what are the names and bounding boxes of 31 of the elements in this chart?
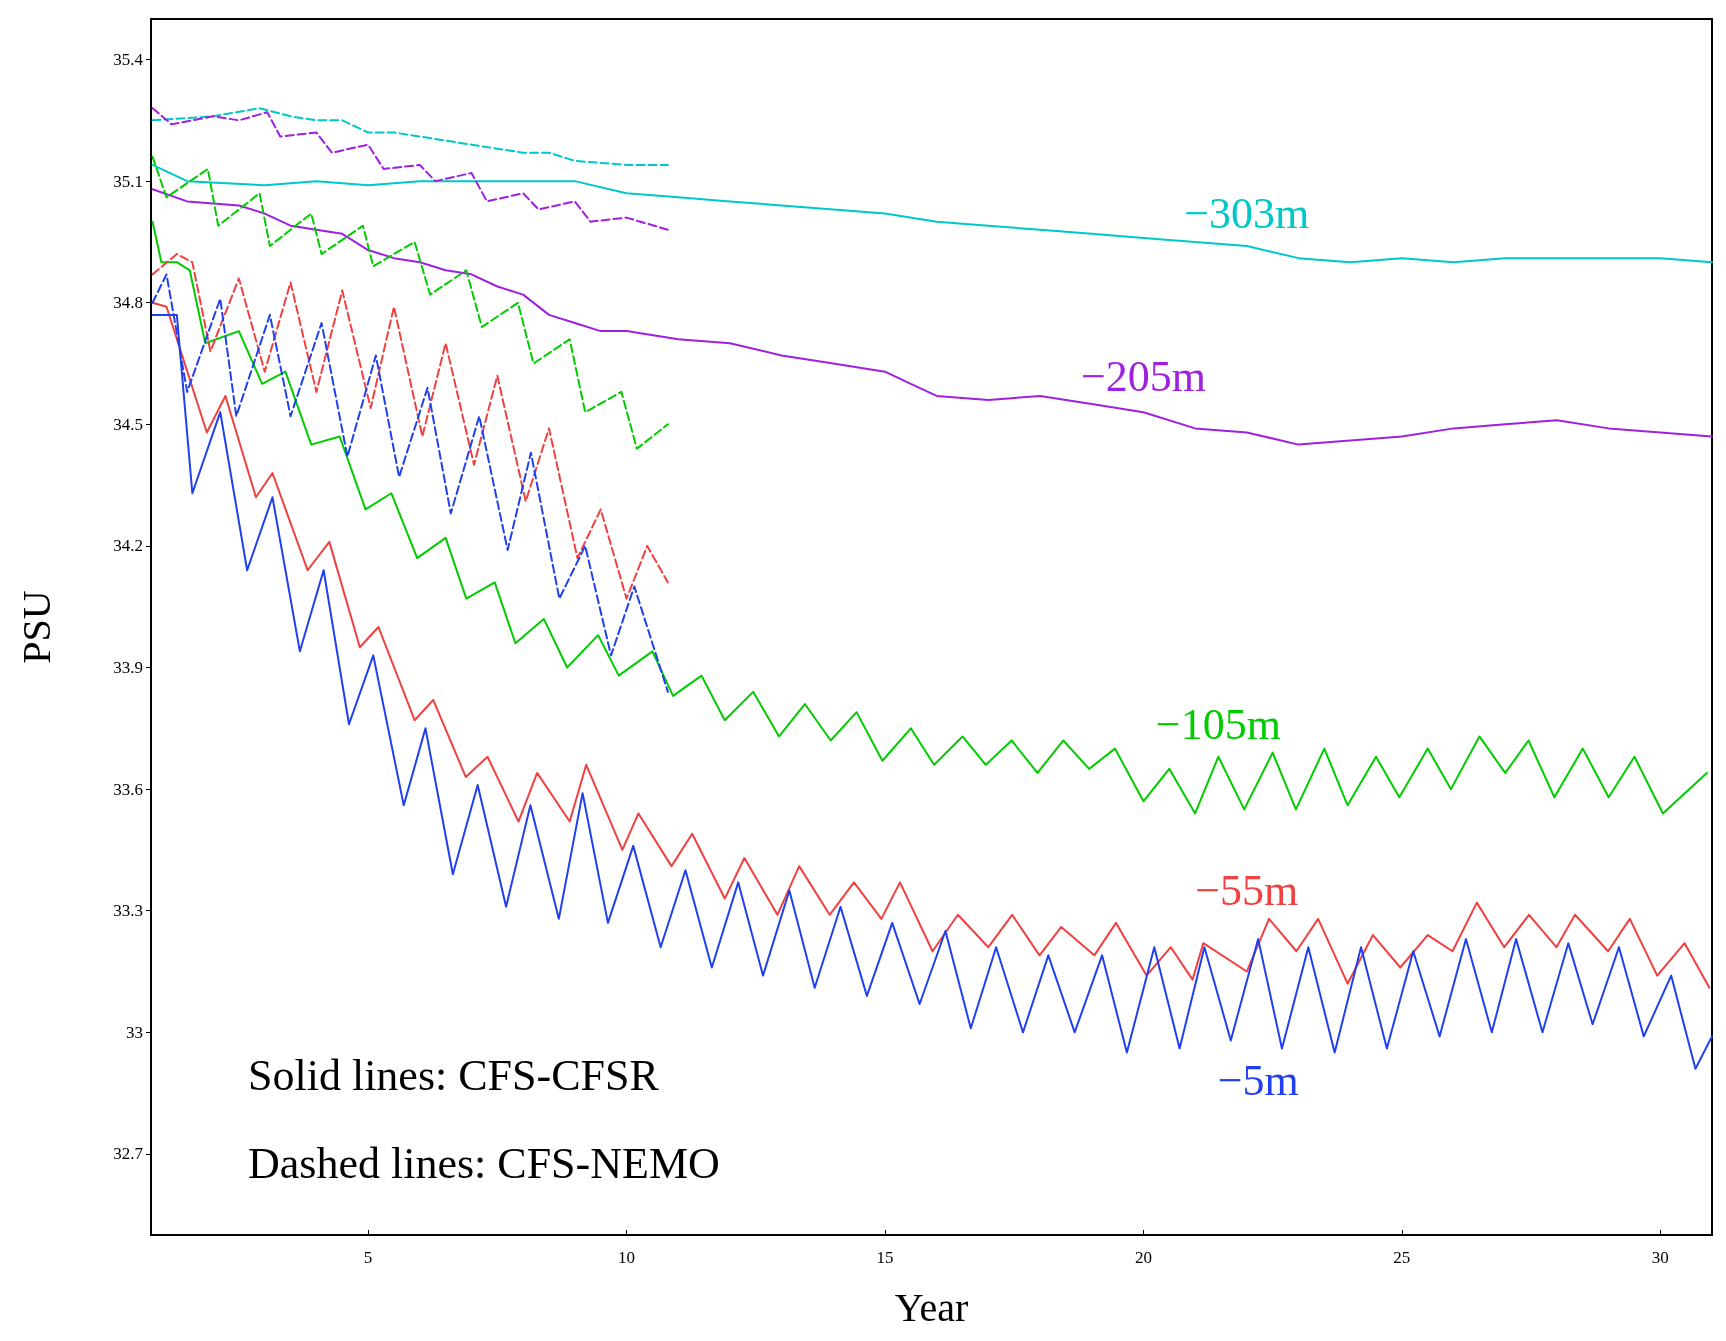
series-label: −303m: [1184, 189, 1310, 239]
series-label: −105m: [1155, 700, 1281, 750]
x-tick-label: 30: [1651, 1248, 1669, 1267]
y-tick-label: 33.3: [113, 901, 143, 921]
x-tick-label: 25: [1393, 1248, 1411, 1267]
line-series: [151, 107, 669, 231]
x-tick-label: 5: [363, 1248, 373, 1267]
y-tick-label: 33.9: [113, 658, 143, 678]
y-tick-label: 34.8: [113, 293, 143, 313]
series-label: −55m: [1195, 866, 1299, 916]
x-tick-label: 10: [618, 1248, 636, 1267]
y-axis-title: PSU: [13, 590, 59, 664]
line-series: [151, 163, 1713, 264]
line-series: [151, 155, 669, 450]
series-label: −205m: [1080, 351, 1206, 401]
y-tick-label: 32.7: [113, 1144, 144, 1164]
line-series: [151, 188, 1713, 446]
y-tick-label: 35.1: [113, 171, 143, 191]
y-tick-label: 33.6: [113, 779, 143, 799]
annotation: Dashed lines: CFS-NEMO: [248, 1138, 720, 1188]
line-series: [151, 107, 669, 166]
x-tick-label: 20: [1134, 1248, 1152, 1267]
annotation: Solid lines: CFS-CFSR: [248, 1050, 660, 1100]
y-tick-label: 34.2: [113, 536, 143, 556]
y-tick-label: 33: [126, 1022, 143, 1042]
x-axis-title: Year: [894, 1284, 969, 1330]
y-tick-label: 35.4: [113, 50, 144, 70]
y-tick-label: 34.5: [113, 414, 143, 434]
x-tick-label: 15: [876, 1248, 894, 1267]
series-label: −5m: [1217, 1056, 1299, 1106]
line-series: [151, 253, 669, 600]
